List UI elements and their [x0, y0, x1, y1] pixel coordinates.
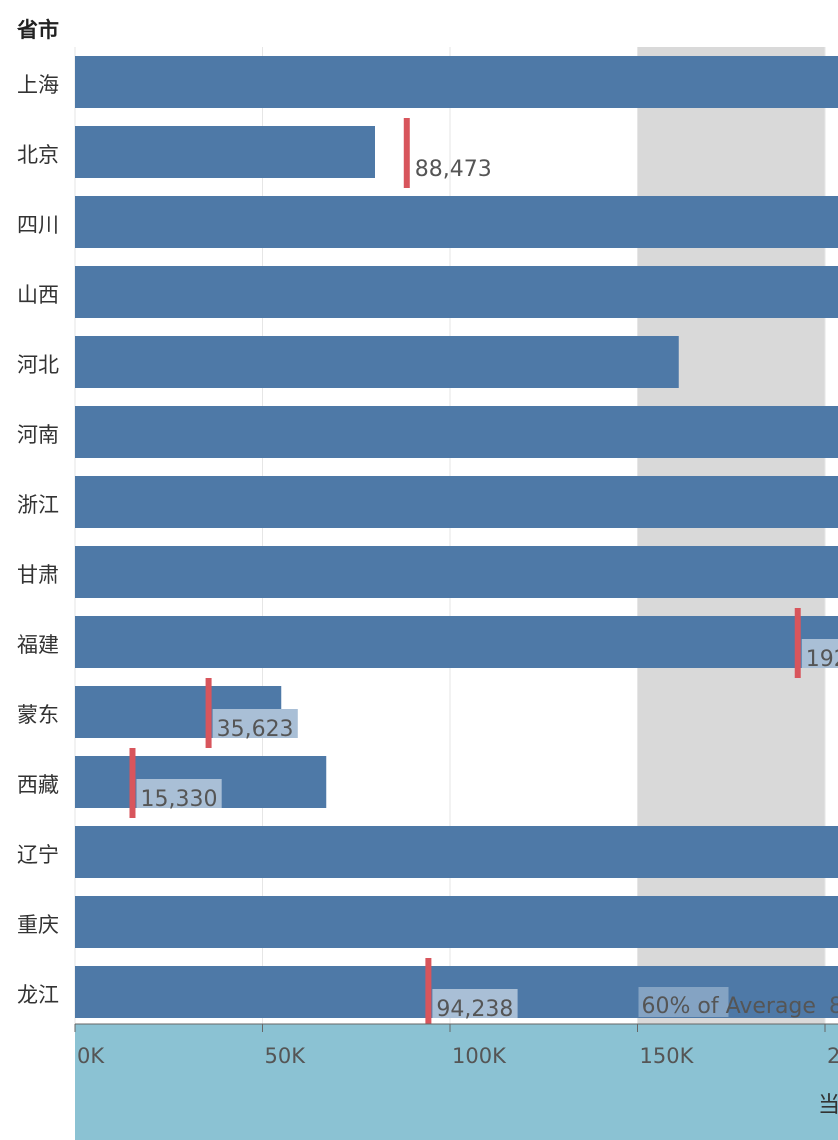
- bar: [75, 826, 838, 878]
- category-label: 辽宁: [17, 843, 59, 867]
- target-marker: [129, 748, 136, 818]
- target-value-label: 35,623: [217, 717, 294, 742]
- target-label-bg: [212, 709, 298, 738]
- category-label: 北京: [17, 143, 59, 167]
- target-value-label: 15,330: [140, 787, 217, 812]
- category-label: 福建: [17, 633, 59, 657]
- target-value-label: 88,473: [415, 157, 492, 182]
- category-label: 四川: [17, 213, 59, 237]
- bar: [75, 546, 838, 598]
- category-label: 重庆: [17, 913, 59, 937]
- category-label: 河南: [17, 423, 59, 447]
- target-marker: [403, 118, 410, 188]
- target-marker: [425, 958, 432, 1028]
- bar: [75, 406, 838, 458]
- target-label-bg: [801, 639, 838, 668]
- tick-label: 200K: [827, 1044, 838, 1068]
- axis-band: [75, 1024, 838, 1140]
- target-marker: [794, 608, 801, 678]
- bar: [75, 336, 679, 388]
- reference-band-label: 60% of Average: [642, 994, 816, 1019]
- category-label: 龙江: [17, 983, 59, 1007]
- bar: [75, 896, 838, 948]
- category-label: 山西: [17, 283, 59, 307]
- bar: [75, 616, 838, 668]
- tick-label: 50K: [265, 1044, 307, 1068]
- bar: [75, 56, 838, 108]
- category-label: 上海: [17, 73, 59, 97]
- target-label-bg: [136, 779, 222, 808]
- bar: [75, 476, 838, 528]
- band-label-bg: [638, 987, 729, 1017]
- bar: [75, 196, 838, 248]
- category-label: 浙江: [17, 493, 59, 517]
- target-label-bg: [432, 989, 518, 1018]
- tick-label: 0K: [77, 1044, 105, 1068]
- category-label: 西藏: [17, 773, 59, 797]
- category-label: 河北: [17, 353, 59, 377]
- bar: [75, 126, 375, 178]
- category-label: 甘肃: [17, 563, 59, 587]
- target-marker: [205, 678, 212, 748]
- axis-title: 当: [818, 1093, 838, 1118]
- reference-band-label-2: 80% of Average: [829, 994, 838, 1019]
- row-header: 省市: [17, 18, 59, 42]
- target-value-label: 192,729: [806, 647, 838, 672]
- bar: [75, 266, 838, 318]
- tick-label: 150K: [640, 1044, 695, 1068]
- category-label: 蒙东: [17, 703, 59, 727]
- tick-label: 100K: [452, 1044, 507, 1068]
- target-value-label: 94,238: [436, 997, 513, 1022]
